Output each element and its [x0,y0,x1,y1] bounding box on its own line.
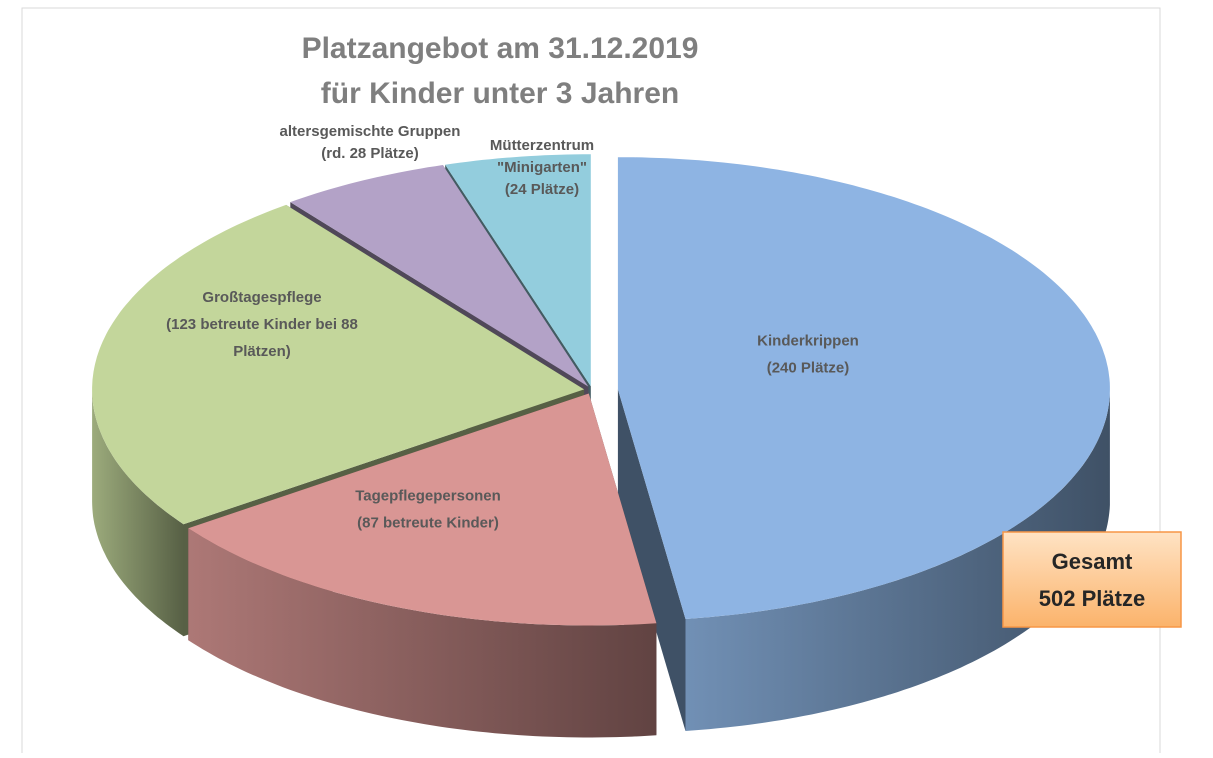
pie [92,154,1110,738]
chart-title: für Kinder unter 3 Jahren [321,77,679,110]
slice-label: Großtagespflege [202,289,321,306]
slice-label: Tagepflegepersonen [355,487,501,504]
slice-label: Kinderkrippen [757,332,859,349]
slice-wall [188,528,657,738]
slice [617,157,1110,619]
slice-label: (240 Plätze) [767,359,850,376]
slice-label: (rd. 28 Plätze) [321,145,419,162]
labels: Kinderkrippen (240 Plätze) Tagepflegeperso… [166,123,859,532]
slice-wall [685,389,1110,731]
slice-label: (123 betreute Kinder bei 88 [166,316,358,333]
slice-label: (87 betreute Kinder) [357,514,499,531]
annotation: Gesamt [1052,549,1133,574]
annotation-box [1002,531,1182,628]
slice [290,165,589,387]
slice-side [617,389,686,731]
slice [445,154,591,387]
chart-title: Platzangebot am 31.12.2019 [302,32,699,65]
slice-label: Plätzen) [233,343,291,360]
slice-label: Mütterzentrum [490,137,594,154]
annotation: 502 Plätze [1039,586,1145,611]
slice-label: (24 Plätze) [505,181,579,198]
slice-label: altersgemischte Gruppen [280,123,461,140]
slice-wall [92,389,184,637]
slice-label: "Minigarten" [497,159,587,176]
slice [92,204,585,525]
slice [188,393,657,626]
